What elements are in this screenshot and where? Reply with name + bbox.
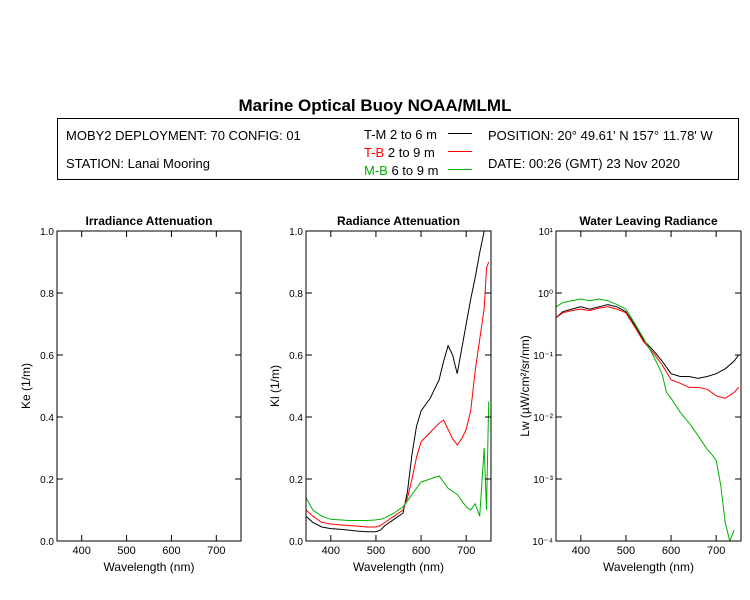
chart-title: Irradiance Attenuation xyxy=(86,214,213,228)
y-tick-label: 0.8 xyxy=(40,289,54,300)
figure-title: Marine Optical Buoy NOAA/MLML xyxy=(238,96,512,115)
y-tick-label: 0.0 xyxy=(40,537,54,548)
x-tick-label: 700 xyxy=(457,545,475,557)
series-line-1 xyxy=(556,304,740,379)
series-line-2 xyxy=(556,306,740,399)
y-tick-label: 1.0 xyxy=(40,227,54,238)
x-tick-label: 600 xyxy=(662,545,680,557)
x-tick-label: 700 xyxy=(207,545,225,557)
legend-range-mb: 6 to 9 m xyxy=(391,163,439,178)
y-tick-label: 0.2 xyxy=(289,475,303,486)
x-tick-label: 400 xyxy=(322,545,340,557)
series-line-3 xyxy=(306,401,490,521)
legend-tag-tb: T-B xyxy=(364,145,385,160)
y-tick-label: 10⁰ xyxy=(538,289,553,300)
legend-tag-mb: M-B xyxy=(364,163,388,178)
x-tick-label: 700 xyxy=(707,545,725,557)
y-tick-label: 0.6 xyxy=(289,351,303,362)
x-tick-label: 500 xyxy=(117,545,135,557)
chart-3: 400 500 600 700 10¹ 10⁰ 10⁻¹ 10⁻² 10⁻³ 10⁻⁴ Water … xyxy=(518,214,742,574)
y-axis-label: Ke (1/m) xyxy=(19,363,33,409)
chart-title: Radiance Attenuation xyxy=(337,214,460,228)
series-line-3 xyxy=(556,298,735,541)
x-axis-label: Wavelength (nm) xyxy=(104,560,195,574)
x-tick-label: 600 xyxy=(412,545,430,557)
y-tick-label: 10⁻¹ xyxy=(533,351,553,362)
station-text: STATION: Lanai Mooring xyxy=(66,156,211,171)
x-tick-label: 500 xyxy=(367,545,385,557)
date-text: DATE: 00:26 (GMT) 23 Nov 2020 xyxy=(488,156,680,171)
y-tick-label: 0.6 xyxy=(40,351,54,362)
plot-frame xyxy=(305,230,492,542)
y-axis-label: Lw (µW/cm²/sr/nm) xyxy=(518,335,532,437)
legend-line-tb xyxy=(448,151,472,152)
x-tick-label: 600 xyxy=(162,545,180,557)
y-tick-label: 0.4 xyxy=(289,413,303,424)
x-tick-label: 400 xyxy=(572,545,590,557)
legend-item-tm: T-M 2 to 6 m xyxy=(364,127,437,142)
x-axis-label: Wavelength (nm) xyxy=(603,560,694,574)
y-tick-label: 10⁻³ xyxy=(533,475,553,486)
chart-2: 400 500 600 700 0.0 0.2 0.4 0.6 0.8 1.0 Radiance A… xyxy=(268,214,492,574)
y-tick-label: 0.8 xyxy=(289,289,303,300)
y-tick-label: 10⁻⁴ xyxy=(532,537,553,548)
chart-1: 400 500 600 700 0.0 0.2 0.4 0.6 0.8 1.0 Irradiance… xyxy=(19,214,242,574)
x-tick-label: 400 xyxy=(73,545,91,557)
y-tick-label: 0.0 xyxy=(289,537,303,548)
legend-range-tb: 2 to 9 m xyxy=(387,145,435,160)
legend-line-mb xyxy=(448,169,472,170)
position-text: POSITION: 20° 49.61' N 157° 11.78' W xyxy=(488,128,713,143)
chart-title: Water Leaving Radiance xyxy=(579,214,718,228)
legend-item-tb: T-B 2 to 9 m xyxy=(364,145,435,160)
legend-tag-tm: T-M xyxy=(364,127,387,142)
y-tick-label: 10⁻² xyxy=(533,413,553,424)
x-axis-label: Wavelength (nm) xyxy=(353,560,444,574)
legend-item-mb: M-B 6 to 9 m xyxy=(364,163,438,178)
y-tick-label: 0.4 xyxy=(40,413,54,424)
deployment-text: MOBY2 DEPLOYMENT: 70 CONFIG: 01 xyxy=(66,128,301,143)
y-axis-label: Kl (1/m) xyxy=(268,365,282,407)
y-tick-label: 10¹ xyxy=(539,227,554,238)
series-line-1 xyxy=(306,231,485,533)
legend-range-tm: 2 to 6 m xyxy=(390,127,437,142)
plot-frame xyxy=(555,230,742,542)
x-tick-label: 500 xyxy=(617,545,635,557)
legend-line-tm xyxy=(448,133,472,134)
info-box: MOBY2 DEPLOYMENT: 70 CONFIG: 01 STATION:… xyxy=(57,118,739,180)
y-tick-label: 0.2 xyxy=(40,475,54,486)
y-tick-label: 1.0 xyxy=(289,227,303,238)
plot-frame xyxy=(56,230,242,542)
series-line-2 xyxy=(306,261,490,528)
